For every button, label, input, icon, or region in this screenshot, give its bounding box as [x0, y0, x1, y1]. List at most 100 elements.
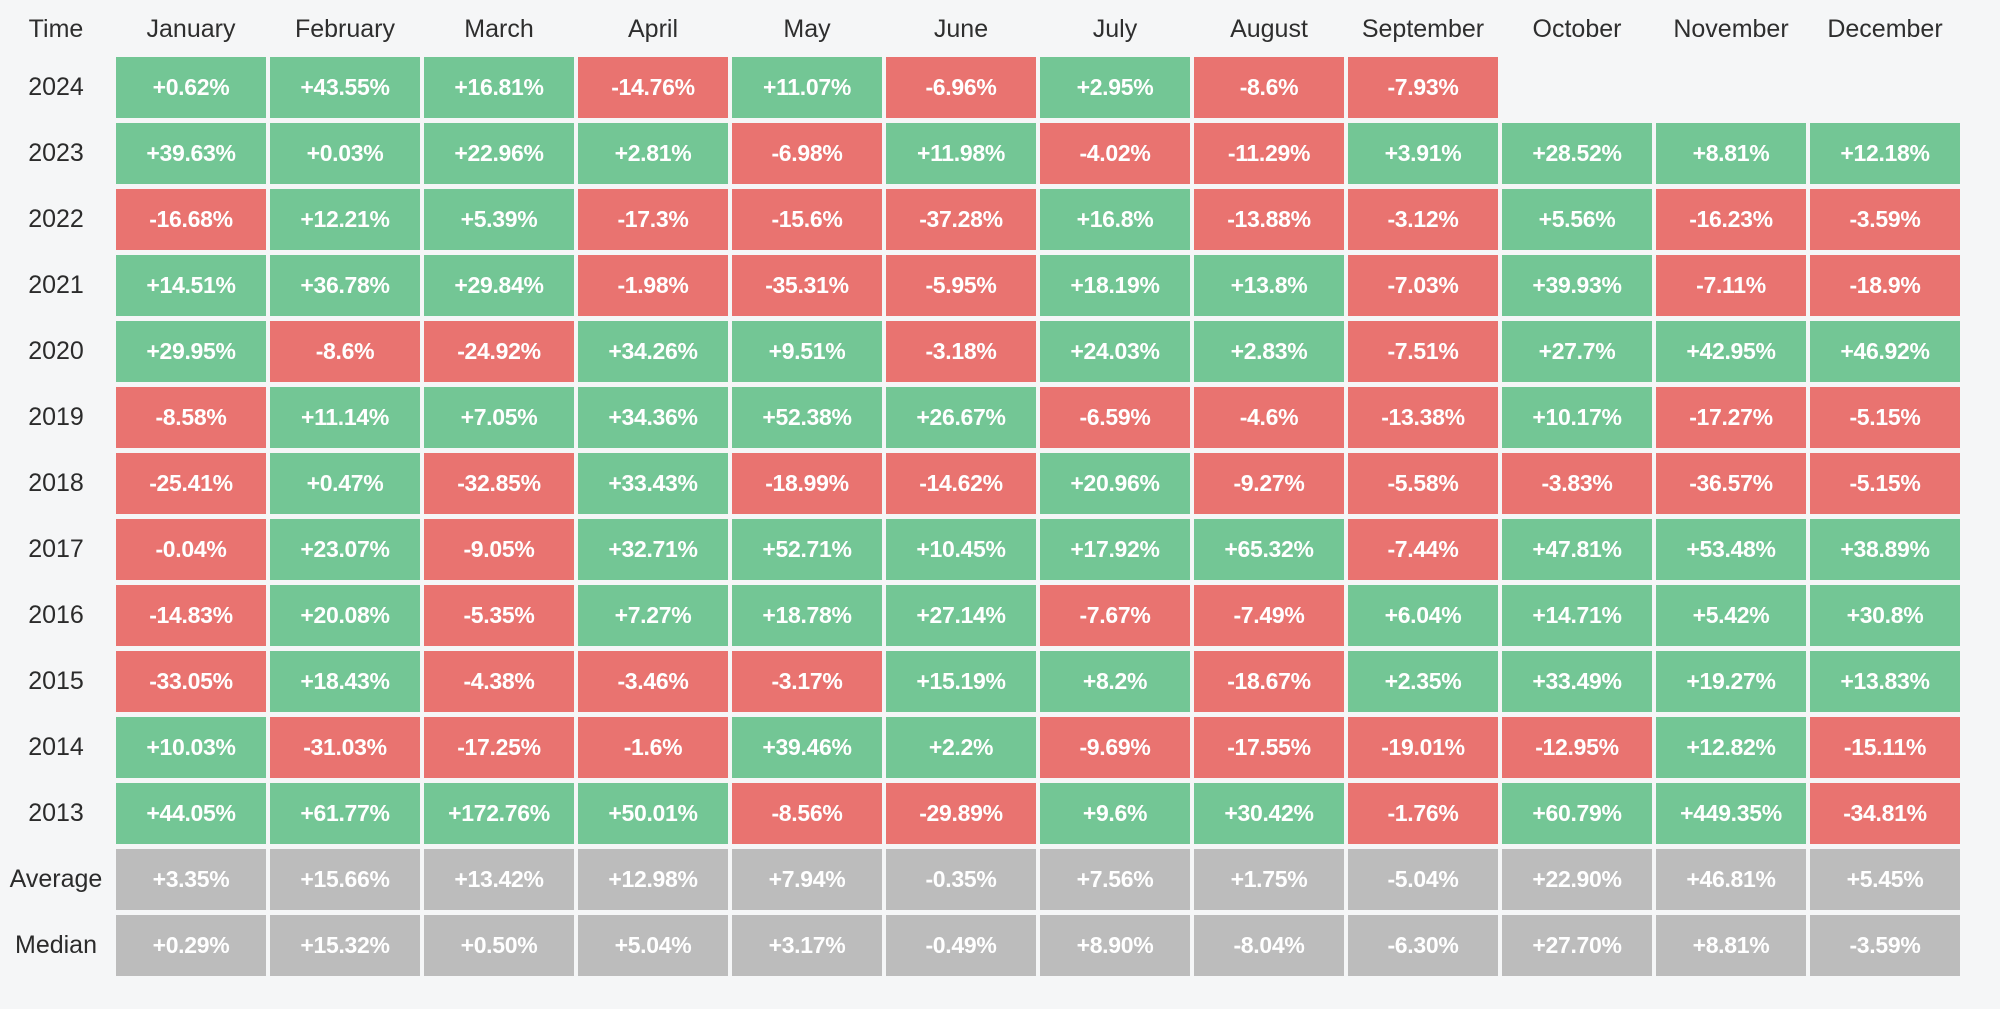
- row-label-2021: 2021: [28, 271, 84, 299]
- return-cell: +27.7%: [1502, 321, 1652, 382]
- return-cell: -25.41%: [116, 453, 266, 514]
- return-cell: +46.92%: [1810, 321, 1960, 382]
- return-cell: +7.56%: [1040, 849, 1190, 910]
- return-cell: +3.17%: [732, 915, 882, 976]
- return-cell: +61.77%: [270, 783, 420, 844]
- return-cell: +53.48%: [1656, 519, 1806, 580]
- return-cell: +7.05%: [424, 387, 574, 448]
- month-header-june: June: [933, 14, 989, 43]
- return-cell: -7.93%: [1348, 57, 1498, 118]
- return-cell: -5.15%: [1810, 387, 1960, 448]
- return-cell: +36.78%: [270, 255, 420, 316]
- return-cell: -17.3%: [578, 189, 728, 250]
- return-cell: -17.25%: [424, 717, 574, 778]
- return-cell: +14.71%: [1502, 585, 1652, 646]
- return-cell: -16.68%: [116, 189, 266, 250]
- return-cell: +0.50%: [424, 915, 574, 976]
- return-cell: +18.43%: [270, 651, 420, 712]
- return-cell: -1.6%: [578, 717, 728, 778]
- return-cell: +39.93%: [1502, 255, 1652, 316]
- return-cell: -4.02%: [1040, 123, 1190, 184]
- return-cell: -9.69%: [1040, 717, 1190, 778]
- month-header-october: October: [1532, 14, 1622, 43]
- return-cell: +0.03%: [270, 123, 420, 184]
- row-label-median: Median: [15, 931, 97, 959]
- return-cell: +22.96%: [424, 123, 574, 184]
- return-cell: -37.28%: [886, 189, 1036, 250]
- return-cell: +12.18%: [1810, 123, 1960, 184]
- return-cell: -7.67%: [1040, 585, 1190, 646]
- return-cell: +5.39%: [424, 189, 574, 250]
- return-cell: -32.85%: [424, 453, 574, 514]
- return-cell: +7.27%: [578, 585, 728, 646]
- return-cell: -3.18%: [886, 321, 1036, 382]
- return-cell: +14.51%: [116, 255, 266, 316]
- return-cell: +39.46%: [732, 717, 882, 778]
- return-cell: -11.29%: [1194, 123, 1344, 184]
- return-cell: +11.14%: [270, 387, 420, 448]
- return-cell: +33.49%: [1502, 651, 1652, 712]
- return-cell: +15.66%: [270, 849, 420, 910]
- return-cell: +5.04%: [578, 915, 728, 976]
- return-cell: +10.03%: [116, 717, 266, 778]
- return-cell: -8.6%: [270, 321, 420, 382]
- return-cell: -4.38%: [424, 651, 574, 712]
- return-cell: +7.94%: [732, 849, 882, 910]
- return-cell: +47.81%: [1502, 519, 1652, 580]
- return-cell: -35.31%: [732, 255, 882, 316]
- return-cell: -0.04%: [116, 519, 266, 580]
- return-cell: -6.59%: [1040, 387, 1190, 448]
- return-cell: -1.98%: [578, 255, 728, 316]
- return-cell: -3.46%: [578, 651, 728, 712]
- return-cell: +38.89%: [1810, 519, 1960, 580]
- return-cell: -16.23%: [1656, 189, 1806, 250]
- return-cell: -3.59%: [1810, 189, 1960, 250]
- return-cell: -24.92%: [424, 321, 574, 382]
- return-cell: -31.03%: [270, 717, 420, 778]
- return-cell: -18.99%: [732, 453, 882, 514]
- return-cell: +2.83%: [1194, 321, 1344, 382]
- month-header-november: November: [1673, 14, 1789, 43]
- return-cell: -29.89%: [886, 783, 1036, 844]
- return-cell: +42.95%: [1656, 321, 1806, 382]
- return-cell: -18.9%: [1810, 255, 1960, 316]
- return-cell: +2.2%: [886, 717, 1036, 778]
- return-cell: +60.79%: [1502, 783, 1652, 844]
- return-cell: -14.62%: [886, 453, 1036, 514]
- return-cell: -15.11%: [1810, 717, 1960, 778]
- return-cell: +24.03%: [1040, 321, 1190, 382]
- return-cell: +20.08%: [270, 585, 420, 646]
- return-cell: -4.6%: [1194, 387, 1344, 448]
- return-cell: +11.07%: [732, 57, 882, 118]
- return-cell: +10.17%: [1502, 387, 1652, 448]
- return-cell: -12.95%: [1502, 717, 1652, 778]
- return-cell: +9.51%: [732, 321, 882, 382]
- return-cell: +22.90%: [1502, 849, 1652, 910]
- return-cell: +0.62%: [116, 57, 266, 118]
- monthly-returns-table: Time January February March April May June Jul…: [0, 6, 1960, 976]
- return-cell: +39.63%: [116, 123, 266, 184]
- row-label-2015: 2015: [28, 667, 84, 695]
- return-cell: -9.05%: [424, 519, 574, 580]
- return-cell: +26.67%: [886, 387, 1036, 448]
- row-label-2017: 2017: [28, 535, 84, 563]
- return-cell: -13.38%: [1348, 387, 1498, 448]
- return-cell: +18.78%: [732, 585, 882, 646]
- return-cell: +10.45%: [886, 519, 1036, 580]
- return-cell: -0.35%: [886, 849, 1036, 910]
- return-cell: +29.95%: [116, 321, 266, 382]
- return-cell: +46.81%: [1656, 849, 1806, 910]
- return-cell: +0.47%: [270, 453, 420, 514]
- return-cell: -8.04%: [1194, 915, 1344, 976]
- return-cell: -8.6%: [1194, 57, 1344, 118]
- time-header: Time: [28, 14, 84, 43]
- month-header-march: March: [464, 14, 534, 43]
- return-cell: -13.88%: [1194, 189, 1344, 250]
- return-cell: -0.49%: [886, 915, 1036, 976]
- return-cell: -3.59%: [1810, 915, 1960, 976]
- return-cell: +8.81%: [1656, 123, 1806, 184]
- return-cell: +16.81%: [424, 57, 574, 118]
- return-cell: -6.98%: [732, 123, 882, 184]
- return-cell: -17.27%: [1656, 387, 1806, 448]
- return-cell: -3.83%: [1502, 453, 1652, 514]
